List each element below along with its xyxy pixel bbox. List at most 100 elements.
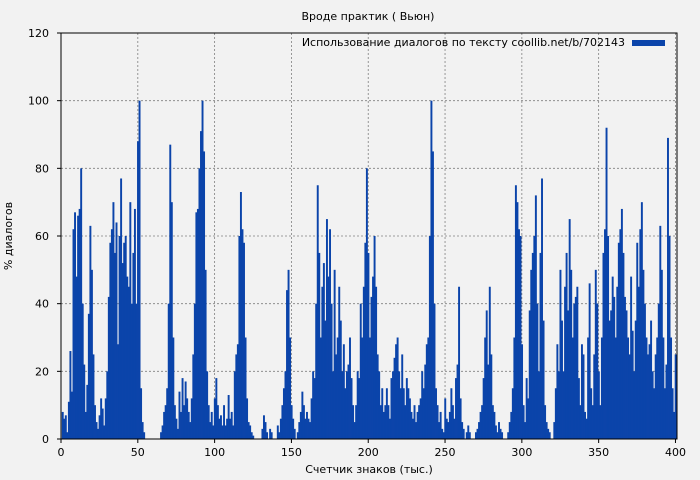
- bar: [329, 229, 331, 439]
- bar: [319, 337, 322, 439]
- bar: [659, 225, 662, 439]
- bar: [100, 398, 103, 439]
- bar: [614, 337, 617, 439]
- bar: [336, 337, 339, 439]
- bar: [544, 405, 547, 439]
- bar: [604, 229, 606, 439]
- bar: [620, 208, 623, 439]
- bar: [422, 388, 425, 439]
- bar: [531, 252, 534, 439]
- bar: [324, 320, 327, 439]
- y-ticks: 0 20 40 60 80 100 120: [28, 27, 61, 446]
- bar: [310, 398, 313, 439]
- bar: [312, 371, 315, 439]
- bar: [118, 236, 121, 439]
- bar: [662, 337, 665, 439]
- bar: [634, 320, 637, 439]
- bar: [61, 411, 64, 439]
- bar: [600, 337, 603, 439]
- bar: [542, 320, 545, 439]
- bar: [98, 415, 101, 439]
- bar: [92, 354, 95, 439]
- bar: [239, 192, 242, 439]
- bar: [441, 428, 444, 439]
- bar: [436, 405, 439, 439]
- bar: [657, 303, 660, 439]
- bar: [514, 185, 517, 439]
- bar: [66, 432, 69, 439]
- bar: [388, 418, 391, 439]
- bar: [64, 415, 67, 439]
- bar: [534, 195, 537, 439]
- bar: [584, 411, 586, 439]
- bar: [564, 286, 567, 439]
- bar: [63, 418, 66, 439]
- bar: [522, 405, 525, 439]
- bar: [570, 269, 573, 439]
- bar: [654, 354, 657, 439]
- bar: [103, 425, 106, 439]
- x-tick-label: 300: [511, 446, 532, 459]
- bar: [347, 364, 350, 439]
- bar: [221, 425, 224, 439]
- bar: [557, 371, 560, 439]
- bar: [559, 269, 562, 439]
- bar: [617, 242, 620, 439]
- bar: [421, 371, 424, 439]
- bar: [313, 378, 316, 439]
- bar: [674, 354, 677, 439]
- bar: [484, 337, 487, 439]
- bar: [113, 252, 116, 439]
- bar: [631, 330, 634, 439]
- bar: [126, 276, 129, 439]
- bar: [278, 432, 281, 439]
- bar: [101, 408, 104, 439]
- bar: [642, 269, 645, 439]
- bar: [577, 378, 580, 439]
- bar: [72, 229, 75, 439]
- bar: [425, 344, 428, 439]
- bar: [286, 290, 288, 439]
- bar: [358, 378, 361, 439]
- bar: [193, 303, 196, 439]
- bar: [359, 303, 362, 439]
- bar: [545, 422, 548, 439]
- bar: [204, 269, 207, 439]
- x-tick-label: 250: [435, 446, 456, 459]
- bar: [379, 405, 382, 439]
- bar: [322, 263, 325, 439]
- bar: [339, 320, 342, 439]
- bar: [206, 371, 209, 439]
- bar: [198, 168, 201, 440]
- bar: [479, 411, 482, 439]
- bar: [169, 144, 172, 439]
- bar: [140, 388, 143, 439]
- bar: [112, 202, 115, 439]
- bar: [587, 337, 590, 439]
- bar: [109, 242, 112, 439]
- bar: [238, 236, 241, 439]
- bar: [453, 418, 456, 439]
- bar: [574, 296, 577, 439]
- bar: [508, 422, 511, 439]
- bar: [507, 432, 510, 439]
- bar: [138, 100, 141, 440]
- bar: [307, 418, 310, 439]
- bar: [90, 269, 93, 439]
- bar: [548, 432, 551, 439]
- bar: [533, 236, 536, 439]
- bar: [230, 411, 233, 439]
- bar: [370, 296, 373, 439]
- bar: [110, 229, 113, 439]
- bar: [77, 215, 80, 439]
- bar: [124, 236, 127, 439]
- bar: [123, 242, 126, 439]
- bar: [327, 276, 330, 439]
- bar: [628, 354, 631, 439]
- bar: [536, 303, 539, 439]
- bar: [129, 202, 132, 439]
- bar: [448, 411, 451, 439]
- x-tick-label: 150: [281, 446, 302, 459]
- bar: [648, 344, 651, 439]
- bar: [178, 391, 181, 439]
